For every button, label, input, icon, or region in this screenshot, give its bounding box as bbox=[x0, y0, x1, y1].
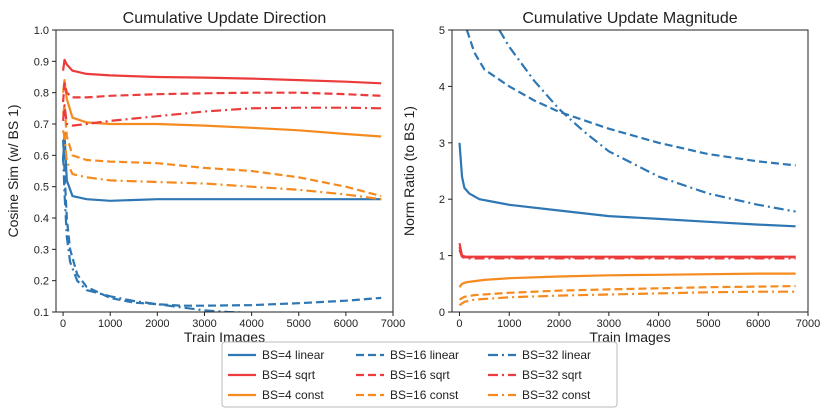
x-tick-label: 3000 bbox=[597, 318, 621, 330]
series-line-bs-4-sqrt bbox=[458, 242, 796, 258]
legend-label: BS=4 linear bbox=[262, 348, 324, 362]
x-tick-label: 7000 bbox=[796, 318, 820, 330]
series-line-bs-16-linear bbox=[62, 139, 382, 307]
x-tick-label: 5000 bbox=[286, 318, 310, 330]
series-line-bs-16-sqrt bbox=[458, 246, 796, 259]
series-line-bs-32-const bbox=[458, 290, 796, 307]
legend-label: BS=32 const bbox=[522, 388, 591, 402]
legend-label: BS=32 linear bbox=[522, 348, 591, 362]
x-tick-label: 7000 bbox=[381, 318, 405, 330]
x-tick-label: 0 bbox=[456, 318, 462, 330]
x-tick-label: 4000 bbox=[646, 318, 670, 330]
y-tick-label: 0 bbox=[439, 307, 445, 319]
legend-label: BS=4 sqrt bbox=[262, 368, 316, 382]
series-line-bs-16-sqrt bbox=[62, 82, 382, 103]
series-line-bs-32-linear bbox=[498, 30, 796, 213]
x-axis-label: Train Images bbox=[184, 329, 265, 345]
legend-label: BS=4 const bbox=[262, 388, 324, 402]
y-tick-label: 0.8 bbox=[34, 88, 49, 100]
x-tick-label: 4000 bbox=[239, 318, 263, 330]
series-line-bs-32-linear bbox=[62, 155, 252, 312]
legend-label: BS=32 sqrt bbox=[522, 368, 582, 382]
chart-panel-1: 0 1000 2000 3000 4000 5000 6000 7000 0.1 0.2 0.3 0.… bbox=[5, 10, 405, 345]
y-tick-label: 3 bbox=[439, 138, 445, 150]
series-line-bs-4-const bbox=[458, 272, 796, 288]
series-line-bs-32-sqrt bbox=[62, 104, 382, 127]
y-tick-label: 1.0 bbox=[34, 25, 49, 37]
series-line-bs-16-const bbox=[62, 104, 382, 198]
y-axis-label: Cosine Sim (w/ BS 1) bbox=[5, 104, 21, 237]
chart-title: Cumulative Update Direction bbox=[123, 10, 327, 27]
y-tick-label: 0.7 bbox=[34, 119, 49, 131]
legend: BS=4 linear BS=4 sqrt BS=4 const BS=16 line… bbox=[221, 341, 618, 408]
series-line-bs-4-sqrt bbox=[62, 58, 382, 85]
legend-label: BS=16 sqrt bbox=[390, 368, 450, 382]
x-tick-label: 1000 bbox=[98, 318, 122, 330]
y-tick-label: 1 bbox=[439, 251, 445, 263]
x-tick-label: 5000 bbox=[696, 318, 720, 330]
x-tick-label: 3000 bbox=[192, 318, 216, 330]
series-line-bs-4-const bbox=[62, 78, 382, 138]
y-tick-label: 0.1 bbox=[34, 307, 49, 319]
x-tick-label: 6000 bbox=[746, 318, 770, 330]
x-tick-label: 1000 bbox=[497, 318, 521, 330]
legend-label: BS=16 linear bbox=[390, 348, 459, 362]
y-tick-label: 5 bbox=[439, 25, 445, 37]
series-line-bs-4-linear bbox=[62, 132, 382, 202]
x-tick-label: 2000 bbox=[547, 318, 571, 330]
series-line-bs-16-const bbox=[458, 285, 796, 301]
plot-frame bbox=[451, 29, 809, 313]
y-tick-label: 0.9 bbox=[34, 56, 49, 68]
y-tick-label: 0.5 bbox=[34, 182, 49, 194]
y-axis-label: Norm Ratio (to BS 1) bbox=[401, 106, 417, 236]
legend-box bbox=[221, 341, 618, 408]
series-line-bs-32-sqrt bbox=[458, 249, 796, 260]
series-line-bs-4-linear bbox=[458, 142, 796, 228]
x-tick-label: 0 bbox=[60, 318, 66, 330]
plot-frame bbox=[55, 29, 394, 313]
y-tick-label: 0.4 bbox=[34, 213, 49, 225]
y-tick-label: 2 bbox=[439, 194, 445, 206]
chart-panel-2: 0 1000 2000 3000 4000 5000 6000 7000 0 1 2 3 4 5 Cumul… bbox=[401, 10, 820, 345]
x-axis-label: Train Images bbox=[589, 329, 670, 345]
series-line-bs-32-const bbox=[62, 130, 382, 201]
y-tick-label: 0.3 bbox=[34, 244, 49, 256]
series-line-bs-16-linear bbox=[465, 30, 796, 167]
y-tick-label: 4 bbox=[439, 81, 445, 93]
y-tick-label: 0.6 bbox=[34, 150, 49, 162]
x-tick-label: 6000 bbox=[334, 318, 358, 330]
legend-label: BS=16 const bbox=[390, 388, 459, 402]
chart-title: Cumulative Update Magnitude bbox=[522, 10, 737, 27]
x-tick-label: 2000 bbox=[145, 318, 169, 330]
y-tick-label: 0.2 bbox=[34, 276, 49, 288]
